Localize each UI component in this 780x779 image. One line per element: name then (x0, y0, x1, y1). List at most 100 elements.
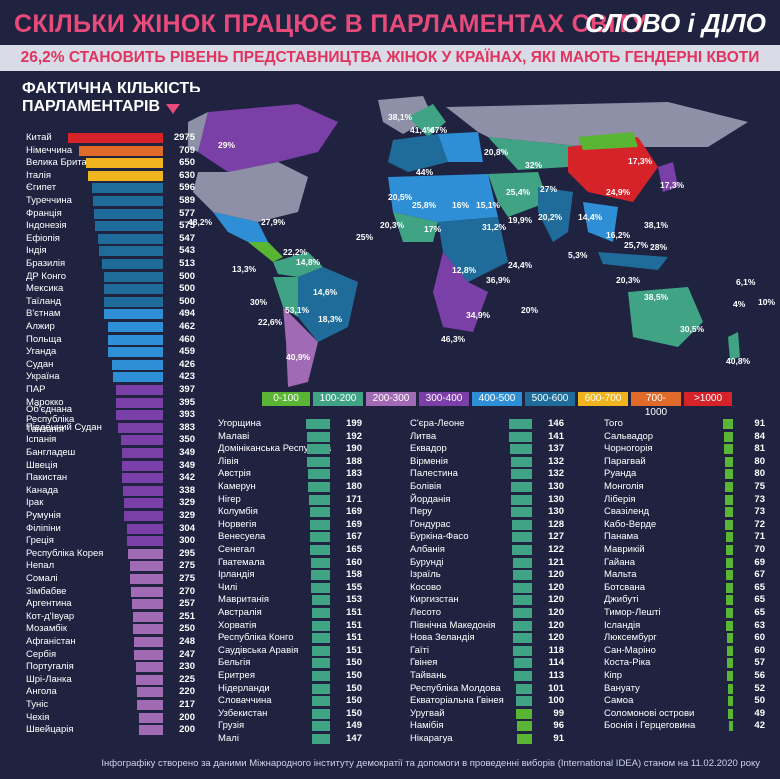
legend-item: 0-100 (262, 392, 310, 406)
map-percent-label: 34,9% (466, 310, 491, 320)
country-name: Португалія (26, 661, 74, 673)
bar-row: Свазіленд 73 (604, 506, 765, 518)
bar-value: 295 (179, 547, 195, 559)
bar (311, 620, 330, 631)
map-percent-label: 4% (733, 299, 746, 309)
country-name: Пакистан (26, 472, 68, 484)
bar-row: Ангола 220 (26, 686, 195, 698)
country-name: Італія (26, 169, 51, 181)
country-name: Еквадор (410, 443, 447, 455)
country-name: ДР Конго (26, 270, 67, 282)
legend-item: 300-400 (419, 392, 469, 406)
bar (512, 595, 532, 606)
country-name: Бурунді (410, 556, 444, 568)
country-name: Нікарагуа (410, 733, 453, 744)
page-title: СКІЛЬКИ ЖІНОК ПРАЦЮЄ В ПАРЛАМЕНТАХ СВІТУ (14, 10, 647, 38)
bar-row: Самоа 50 (604, 695, 765, 707)
country-name: Чорногорія (604, 443, 653, 455)
bar-row: Нідерланди 150 (218, 683, 378, 695)
map-region-usa (193, 162, 308, 222)
bar (512, 582, 532, 593)
country-name: Індія (26, 245, 47, 257)
bar-row: Того 91 (604, 418, 765, 430)
country-name: Іспанія (26, 434, 57, 446)
map-region-mexico (213, 212, 268, 242)
map-region-middle-east (488, 172, 548, 217)
bar-row: Маврикій 70 (604, 544, 765, 556)
bar-value: 342 (179, 472, 195, 484)
country-name: Лівія (218, 455, 239, 467)
map-region-peru-bolivia (273, 277, 298, 317)
country-name: Франція (26, 207, 62, 219)
bar-value: 150 (346, 707, 362, 719)
bar-row: Португалія 230 (26, 661, 195, 673)
country-name: Кіпр (604, 670, 623, 681)
bar-value: 275 (179, 560, 195, 572)
country-name: Румунія (26, 510, 61, 521)
bar (727, 696, 733, 707)
bar-value: 147 (346, 733, 362, 744)
bar-row: Вануату 52 (604, 683, 765, 695)
bar (512, 633, 532, 644)
bar-row: Мозамбік 250 (26, 623, 195, 635)
bar-row: Малаві 192 (218, 431, 378, 443)
bar-row: Італія 630 (26, 169, 195, 182)
bar-row: Малі 147 (218, 733, 378, 745)
bar-row: Індія 543 (26, 245, 195, 257)
bar-row: Саудівська Аравія 151 (218, 645, 378, 657)
country-name: ПАР (26, 384, 46, 395)
bar (726, 645, 733, 656)
bar-value: 128 (548, 518, 564, 530)
bar (726, 633, 733, 644)
bar-row: Швейцарія 200 (26, 724, 195, 736)
bar-row: Гайана 69 (604, 557, 765, 569)
bar (123, 511, 163, 521)
bar (517, 734, 532, 744)
bar-value: 575 (179, 220, 195, 232)
bar-value: 57 (754, 657, 765, 669)
country-name: Республіка Молдова (410, 682, 501, 694)
country-name: Алжир (26, 321, 55, 332)
bar-row: Аргентина 257 (26, 598, 195, 610)
chart-heading: ФАКТИЧНА КІЛЬКІСТЬ ПАРЛАМЕНТАРІВ (22, 80, 201, 115)
map-percent-label: 20,3% (380, 220, 405, 230)
map-region-china (568, 137, 658, 202)
bar-row: Люксембург 60 (604, 632, 765, 644)
bar (726, 595, 733, 606)
bar (510, 469, 532, 480)
bar-value: 118 (548, 644, 564, 656)
country-name: Уругвай (410, 707, 445, 719)
bar-value: 251 (179, 610, 195, 622)
bar (509, 431, 532, 442)
country-name: Палестина (410, 468, 458, 480)
bar (136, 687, 163, 698)
map-percent-label: 14,6% (313, 287, 338, 297)
legend-item: 700-1000 (631, 392, 681, 418)
bar (88, 170, 163, 181)
bar (117, 422, 163, 433)
map-percent-label: 38,1% (388, 112, 413, 122)
bar-value: 42 (754, 720, 765, 732)
country-name: Нова Зеландія (410, 632, 475, 644)
bar-value: 127 (548, 531, 564, 543)
bar (132, 599, 163, 610)
bar-row: Мексика 500 (26, 283, 195, 295)
bar-value: 71 (754, 531, 765, 543)
bar-row: Франція 577 (26, 207, 195, 220)
bar (724, 469, 733, 480)
bar-value: 248 (179, 636, 195, 647)
map-percent-label: 38,5% (644, 292, 669, 302)
bar-value: 155 (346, 581, 362, 593)
bar (311, 595, 330, 606)
bar-value: 120 (548, 632, 564, 644)
country-name: Канада (26, 484, 59, 496)
bar (508, 419, 532, 429)
bar (513, 658, 532, 669)
country-name: Таїланд (26, 295, 61, 307)
bar-value: 494 (179, 308, 195, 320)
bar (725, 557, 733, 568)
bar (512, 608, 532, 618)
bar-value: 158 (346, 569, 362, 581)
bar-value: 167 (346, 531, 362, 543)
bar (312, 683, 330, 694)
